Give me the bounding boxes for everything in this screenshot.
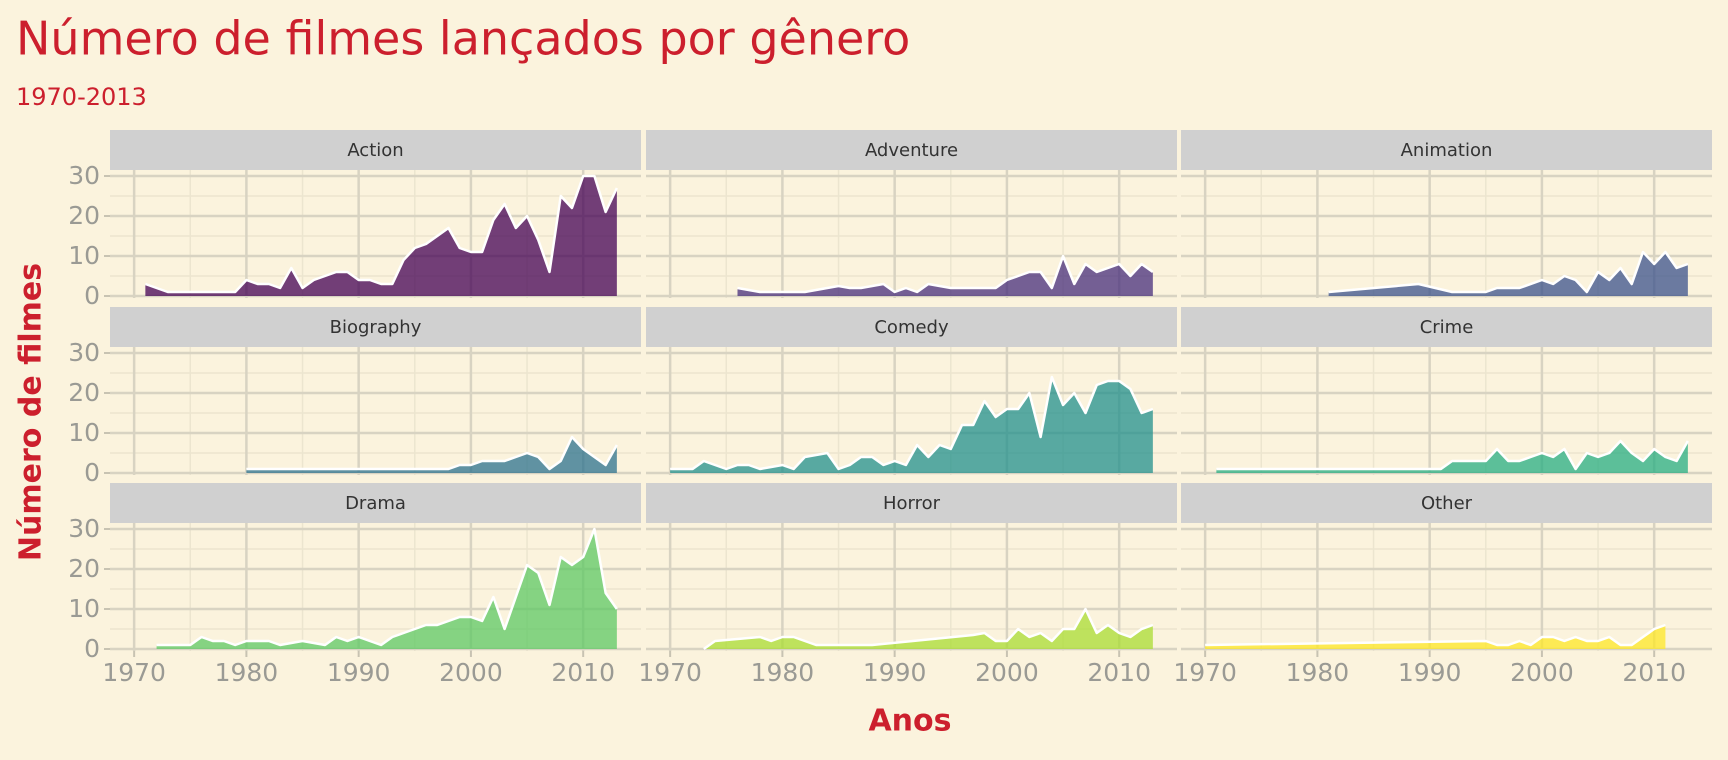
area-outline <box>737 254 1154 294</box>
area-outline <box>1205 623 1666 647</box>
strip <box>1181 483 1712 523</box>
area-outline <box>670 375 1154 471</box>
strip <box>1181 307 1712 347</box>
x-tick-label: 1980 <box>751 658 815 687</box>
strip-label: Other <box>1421 493 1473 514</box>
y-tick-label: 20 <box>68 201 100 230</box>
area <box>670 377 1153 473</box>
x-tick-label: 2000 <box>975 658 1039 687</box>
area-outline <box>1216 439 1689 471</box>
strip <box>646 483 1177 523</box>
area <box>703 609 1153 649</box>
area-outline <box>703 607 1154 651</box>
area <box>1205 625 1666 649</box>
y-tick-label: 20 <box>68 378 100 407</box>
x-tick-label: 2000 <box>439 658 503 687</box>
chart-subtitle: 1970-2013 <box>16 83 147 111</box>
area-outline <box>1328 250 1689 294</box>
strip <box>646 307 1177 347</box>
x-tick-label: 1990 <box>863 658 927 687</box>
y-tick-label: 30 <box>68 514 100 543</box>
strip-label: Action <box>347 140 403 161</box>
y-axis-title: Número de filmes <box>14 263 49 561</box>
x-tick-label: 1980 <box>1286 658 1350 687</box>
strip <box>1181 130 1712 170</box>
x-tick-label: 2010 <box>1622 658 1686 687</box>
area-outline <box>144 174 618 294</box>
area-outline <box>246 435 618 471</box>
strip-label: Horror <box>883 493 941 514</box>
x-tick-label: 1990 <box>327 658 391 687</box>
area <box>145 176 617 296</box>
y-tick-label: 0 <box>84 458 100 487</box>
strip-label: Biography <box>330 317 422 338</box>
y-tick-label: 30 <box>68 161 100 190</box>
area-outline <box>156 527 618 647</box>
strip <box>110 483 641 523</box>
y-tick-label: 30 <box>68 338 100 367</box>
chart-title: Número de filmes lançados por gênero <box>16 12 910 66</box>
x-tick-label: 1970 <box>638 658 702 687</box>
y-tick-label: 10 <box>68 418 100 447</box>
x-tick-label: 2010 <box>551 658 615 687</box>
x-tick-label: 1970 <box>1173 658 1237 687</box>
strip <box>110 130 641 170</box>
x-tick-label: 1980 <box>215 658 279 687</box>
y-tick-label: 0 <box>84 634 100 663</box>
strip-label: Drama <box>345 493 406 514</box>
y-tick-label: 10 <box>68 594 100 623</box>
y-tick-label: 10 <box>68 241 100 270</box>
y-tick-label: 20 <box>68 554 100 583</box>
area <box>1216 441 1688 473</box>
strip <box>646 130 1177 170</box>
strip-label: Adventure <box>865 140 958 161</box>
x-tick-label: 2000 <box>1510 658 1574 687</box>
x-tick-label: 1990 <box>1398 658 1462 687</box>
area <box>246 437 617 473</box>
strip-label: Animation <box>1401 140 1493 161</box>
y-tick-label: 0 <box>84 281 100 310</box>
area <box>156 529 617 649</box>
strip-label: Crime <box>1420 317 1474 338</box>
strip <box>110 307 641 347</box>
strip-label: Comedy <box>874 317 949 338</box>
x-axis-title: Anos <box>868 704 951 739</box>
x-tick-label: 1970 <box>102 658 166 687</box>
x-tick-label: 2010 <box>1087 658 1151 687</box>
